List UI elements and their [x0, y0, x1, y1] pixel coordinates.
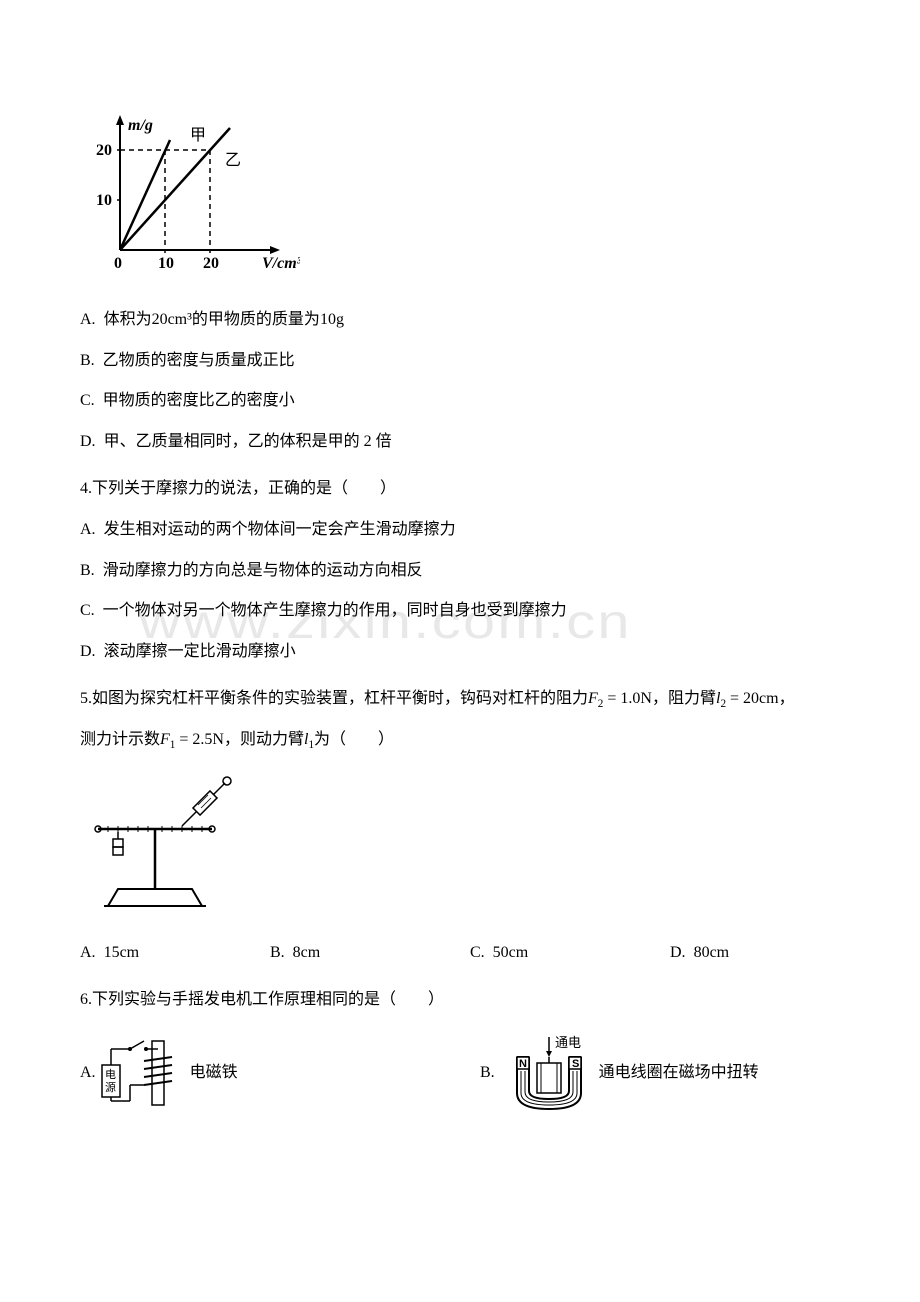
q6-diagram-a: 电 源 — [100, 1037, 190, 1109]
q6-stem: 6.下列实验与手摇发电机工作原理相同的是（ ） — [80, 986, 840, 1015]
option-label: B. — [80, 557, 95, 586]
q5-options: A. 15cm B. 8cm C. 50cm D. 80cm — [80, 939, 840, 968]
q4-option-b: B. 滑动摩擦力的方向总是与物体的运动方向相反 — [80, 557, 840, 586]
q4-option-c: C. 一个物体对另一个物体产生摩擦力的作用，同时自身也受到摩擦力 — [80, 597, 840, 626]
option-label: C. — [80, 597, 95, 626]
option-label: D. — [80, 428, 96, 457]
option-label: D. — [80, 638, 96, 667]
q5-stem-line2: 测力计示数F1 = 2.5N，则动力臂l1为（ ） — [80, 726, 840, 755]
q5-stem: 5.如图为探究杠杆平衡条件的实验装置，杠杆平衡时，钩码对杠杆的阻力F2 = 1.… — [80, 685, 840, 714]
svg-text:N: N — [519, 1058, 527, 1070]
svg-text:甲: 甲 — [190, 127, 206, 144]
q3-option-d: D. 甲、乙质量相同时，乙的体积是甲的 2 倍 — [80, 428, 840, 457]
q5-option-a: A. 15cm — [80, 939, 270, 968]
q4-option-d: D. 滚动摩擦一定比滑动摩擦小 — [80, 638, 840, 667]
chart-ylabel: m/g — [128, 117, 153, 134]
svg-text:电: 电 — [105, 1068, 116, 1081]
option-label: B. — [80, 347, 95, 376]
svg-text:乙: 乙 — [225, 152, 241, 169]
q3-option-a: A. 体积为20cm³的甲物质的质量为10g — [80, 306, 840, 335]
q3-option-c: C. 甲物质的密度比乙的密度小 — [80, 387, 840, 416]
q5-option-b: B. 8cm — [270, 939, 470, 968]
q6-option-b: B. 通电 N S 通电线圈在磁场中扭转 — [480, 1033, 840, 1113]
q5-option-c: C. 50cm — [470, 939, 670, 968]
q3-chart: m/g V/cm³ 20 10 10 20 0 甲 乙 — [90, 110, 840, 286]
svg-text:10: 10 — [158, 255, 174, 272]
option-label: A. — [80, 516, 96, 545]
svg-text:0: 0 — [114, 255, 122, 272]
q5-option-d: D. 80cm — [670, 939, 840, 968]
svg-text:20: 20 — [96, 142, 112, 159]
q4-stem: 4.下列关于摩擦力的说法，正确的是（ ） — [80, 475, 840, 504]
svg-text:通电: 通电 — [555, 1035, 581, 1050]
option-label: C. — [80, 387, 95, 416]
q6-diagram-b: 通电 N S — [499, 1033, 599, 1113]
q4-option-a: A. 发生相对运动的两个物体间一定会产生滑动摩擦力 — [80, 516, 840, 545]
svg-text:S: S — [572, 1058, 579, 1070]
svg-text:源: 源 — [105, 1080, 116, 1094]
chart-xlabel: V/cm³ — [262, 255, 300, 272]
q5-diagram — [90, 771, 840, 922]
option-label: A. — [80, 306, 96, 335]
q6-option-a: A. 电 源 电磁铁 — [80, 1033, 480, 1113]
q3-option-b: B. 乙物质的密度与质量成正比 — [80, 347, 840, 376]
q6-options: A. 电 源 电磁铁 — [80, 1033, 840, 1113]
svg-text:10: 10 — [96, 192, 112, 209]
svg-text:20: 20 — [203, 255, 219, 272]
